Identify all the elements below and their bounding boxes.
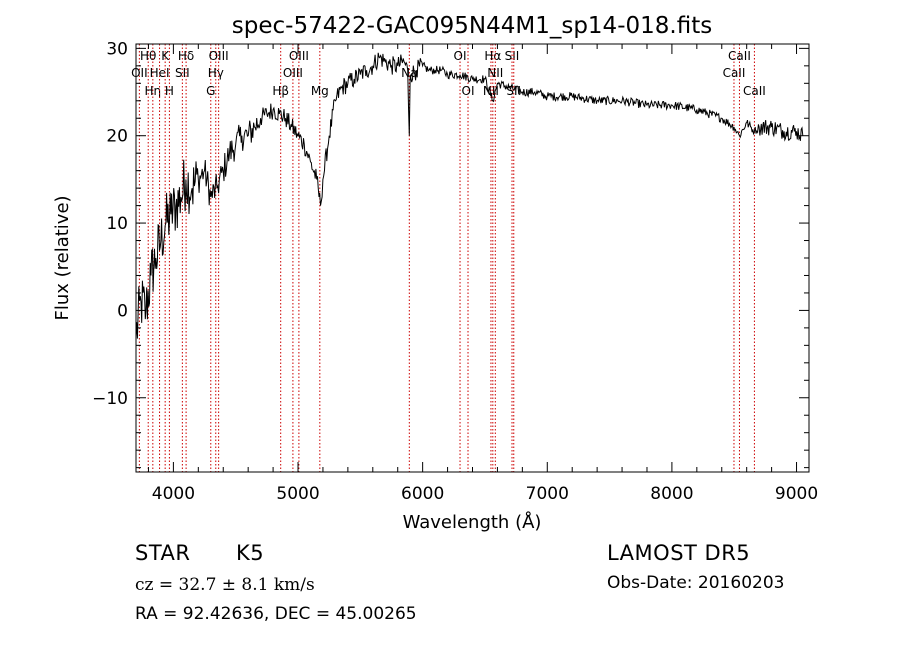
line-marker-label: OI (462, 84, 475, 98)
velocity-readout: cz = 32.7 ± 8.1 km/s (135, 575, 315, 595)
y-tick-label: 10 (106, 214, 128, 234)
coordinates: RA = 92.42636, DEC = 45.00265 (135, 604, 417, 624)
x-axis-label: Wavelength (Å) (403, 511, 542, 533)
line-marker-label: HeI (150, 66, 170, 80)
line-marker-label: OIII (289, 49, 309, 63)
line-marker-label: H (165, 84, 174, 98)
object-subclass: K5 (236, 541, 265, 565)
line-marker-label: Hβ (272, 84, 289, 98)
line-marker-label: OIII (283, 66, 303, 80)
y-tick-label: 20 (106, 127, 128, 147)
x-tick-label: 6000 (401, 484, 444, 504)
line-marker-label: G (206, 84, 215, 98)
line-marker-label: Hγ (208, 66, 224, 80)
line-marker-label: OIII (209, 49, 229, 63)
axis-ticks (136, 44, 809, 472)
spectrum-line (135, 52, 804, 339)
line-marker-label: Hα (484, 49, 501, 63)
x-tick-label: 5000 (276, 484, 319, 504)
x-tick-label: 7000 (526, 484, 569, 504)
line-marker-label: Hθ (140, 49, 156, 63)
axis-labels: 4000 5000 6000 7000 8000 9000 −10 0 10 20 30 (92, 39, 818, 504)
line-marker-label: Hη (145, 84, 162, 98)
line-marker-label: Hδ (178, 49, 194, 63)
line-marker-label: NII (487, 66, 503, 80)
obs-date: Obs-Date: 20160203 (607, 573, 785, 593)
survey-name: LAMOST DR5 (607, 541, 751, 565)
line-marker-label: CaII (743, 84, 766, 98)
y-tick-label: 0 (117, 301, 128, 321)
line-marker-label: OII (131, 66, 148, 80)
y-tick-label: −10 (92, 389, 128, 409)
x-tick-label: 9000 (775, 484, 818, 504)
line-marker-label: SII (175, 66, 190, 80)
x-tick-label: 4000 (152, 484, 195, 504)
line-marker-label: Mg (311, 84, 329, 98)
line-marker-label: CaII (723, 66, 746, 80)
line-marker-label: OI (454, 49, 467, 63)
y-tick-label: 30 (106, 39, 128, 59)
spectrum-layer (135, 52, 804, 339)
line-marker-label: K (161, 49, 170, 63)
y-axis-label: Flux (relative) (52, 195, 73, 320)
line-marker-label: CaII (728, 49, 751, 63)
line-marker-label: SII (505, 49, 520, 63)
object-class: STAR (135, 541, 191, 565)
chart-title: spec-57422-GAC095N44M1_sp14-018.fits (232, 13, 712, 39)
x-tick-label: 8000 (650, 484, 693, 504)
plot-frame (135, 43, 810, 473)
